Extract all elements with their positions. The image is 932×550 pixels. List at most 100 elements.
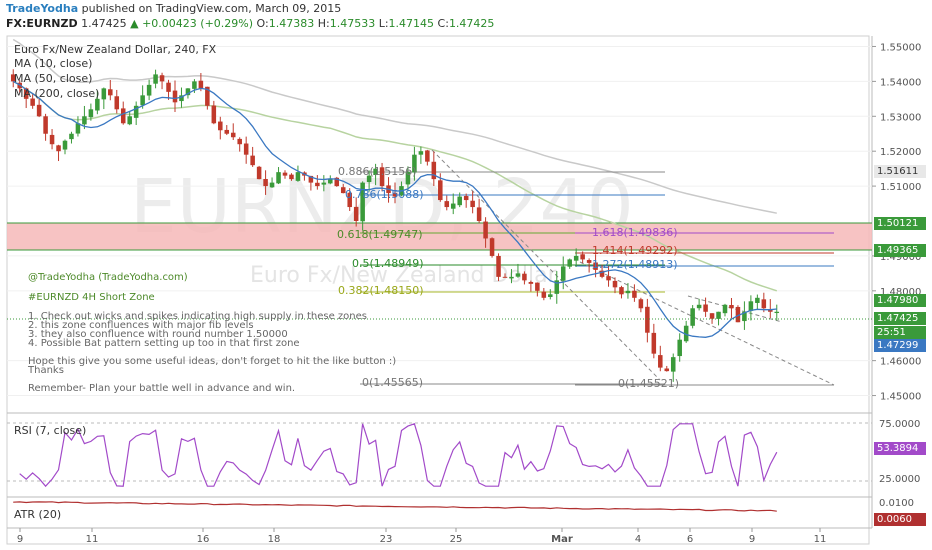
supply-zone[interactable]	[7, 223, 872, 250]
candle-body	[308, 175, 314, 183]
atr-legend[interactable]: ATR (20)	[14, 508, 62, 521]
ma200-line	[12, 38, 777, 214]
time-tick-label: 18	[268, 534, 281, 545]
candle-body	[379, 167, 385, 187]
time-axis[interactable]: 9 11 16 18 23 25 Mar 4 6 9 11	[17, 528, 827, 545]
fib-extension[interactable]	[575, 232, 835, 386]
author-link[interactable]: TradeYodha	[6, 2, 79, 15]
candle-body	[606, 276, 611, 281]
candle-body	[554, 280, 560, 294]
note-title: #EURNZD 4H Short Zone	[28, 292, 155, 303]
watermark-name: Euro Fx/New Zealand Dollar	[250, 263, 558, 288]
candle-body	[664, 368, 670, 372]
candle-body	[450, 203, 456, 209]
candle-body	[334, 177, 340, 187]
candle-body	[774, 311, 780, 314]
ma-path	[12, 80, 777, 338]
tag-rsi: 53.3894	[874, 442, 926, 455]
candle-body	[463, 196, 469, 201]
candle-body	[696, 304, 702, 309]
time-tick-label: 25	[450, 534, 463, 545]
candle-body	[205, 86, 210, 106]
candle-body	[237, 138, 242, 145]
candle-body	[496, 255, 501, 277]
fib-trend-dash[interactable]	[431, 149, 661, 381]
rsi-legend[interactable]: RSI (7, close)	[14, 424, 87, 437]
candle-body	[567, 259, 572, 267]
price-axis[interactable]: 1.55000 1.54000 1.53000 1.52000 1.51000 1.490…	[872, 42, 921, 403]
candle-body	[548, 294, 553, 297]
ma10-line	[12, 80, 777, 338]
ma50-line	[12, 80, 778, 292]
candle-body	[224, 129, 230, 134]
last-price: 1.47425	[81, 17, 127, 30]
candle-body	[218, 121, 223, 131]
candle-body	[619, 287, 624, 295]
time-tick-label: 9	[17, 534, 23, 545]
chart-title: Euro Fx/New Zealand Dollar, 240, FX	[14, 43, 217, 56]
candle-body	[230, 132, 236, 138]
tag-atr: 0.0060	[874, 513, 926, 526]
triangle-upper-dash[interactable]	[687, 295, 783, 323]
candle-body	[23, 88, 29, 99]
fib-ext-label-1618: 1.618(1.49836)	[592, 226, 678, 239]
candle-body	[470, 200, 475, 208]
candle-body	[586, 260, 592, 263]
fib-label-0382: 0.382(1.48150)	[338, 284, 424, 297]
note-point-1: 1. Check out wicks and spikes indicating…	[28, 311, 367, 322]
candle-body	[95, 98, 100, 111]
candle-body	[82, 116, 87, 125]
candle-body	[748, 301, 754, 311]
candle-body	[276, 172, 281, 184]
candle-body	[36, 104, 42, 117]
candle-body	[444, 201, 450, 208]
tag-last: 1.47425	[874, 312, 926, 325]
ma-path	[12, 38, 777, 214]
candle-body	[560, 266, 566, 281]
time-tick-label: 23	[380, 534, 393, 545]
candle-body	[366, 175, 372, 183]
time-tick-label: 11	[814, 534, 827, 545]
fib-label-05: 0.5(1.48949)	[352, 257, 424, 270]
fib-ext-label-1272: 1.272(1.48913)	[592, 258, 678, 271]
symbol[interactable]: FX:EURNZD	[6, 17, 78, 30]
ma50-legend[interactable]: MA (50, close)	[14, 72, 93, 85]
open-label: O:	[256, 17, 269, 30]
candle-body	[56, 145, 61, 152]
candle-body	[289, 174, 294, 180]
rsi-tick-25: 25.0000	[879, 474, 920, 485]
candle-body	[211, 105, 217, 124]
tag-zone-top: 1.50121	[874, 217, 926, 230]
candle-body	[321, 182, 327, 185]
candle-body	[49, 134, 55, 145]
candle-body	[315, 182, 320, 187]
candle-body	[431, 161, 437, 180]
candle-body	[75, 123, 81, 134]
candle-body	[166, 82, 171, 92]
candle-body	[509, 276, 514, 279]
open-value: 1.47383	[268, 17, 315, 30]
ma-path	[12, 80, 778, 292]
candle-body	[703, 304, 708, 312]
published-text: published on TradingView.com, March 09, …	[81, 2, 342, 15]
candle-body	[670, 357, 676, 372]
candle-body	[476, 207, 482, 222]
ext-trend-dash[interactable]	[579, 261, 835, 386]
candle-body	[638, 299, 644, 309]
candle-body	[632, 290, 637, 298]
ma10-legend[interactable]: MA (10, close)	[14, 57, 93, 70]
candle-body	[146, 84, 152, 96]
candle-body	[347, 192, 352, 208]
candle-body	[645, 306, 650, 333]
note-author: @TradeYodha (TradeYodha.com)	[28, 272, 188, 283]
candle-body	[625, 290, 631, 294]
candle-body	[373, 168, 378, 176]
tag-zone-bottom: 1.49365	[874, 244, 926, 257]
time-tick-label: 16	[197, 534, 210, 545]
close-value: 1.47425	[448, 17, 495, 30]
candle-body	[179, 95, 184, 102]
candle-body	[114, 96, 120, 110]
ma200-legend[interactable]: MA (200, close)	[14, 87, 100, 100]
candle-body	[457, 196, 462, 206]
